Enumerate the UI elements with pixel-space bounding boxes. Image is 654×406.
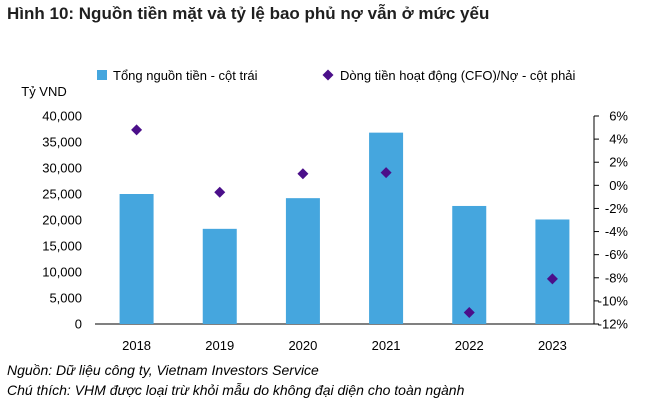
y-axis-label: Tỷ VND [21, 84, 67, 99]
legend-marker-swatch [322, 69, 334, 81]
x-tick-label: 2020 [288, 338, 317, 353]
y2-tick-label: -6% [605, 247, 629, 262]
y2-tick-label: 6% [609, 109, 628, 124]
bar-2022 [452, 205, 487, 324]
chart-title: Hình 10: Nguồn tiền mặt và tỷ lệ bao phủ… [7, 4, 490, 23]
y-tick-label: 35,000 [42, 135, 82, 150]
y-tick-label: 30,000 [42, 161, 82, 176]
marker-2021 [380, 167, 392, 179]
legend-bar-label: Tổng nguồn tiền - cột trái [113, 68, 258, 83]
tick-labels: 0 5,000 10,000 15,000 20,000 25,000 30,000 35,0… [42, 109, 628, 354]
markers [131, 124, 558, 318]
bar-2021 [369, 132, 404, 324]
axes [95, 115, 599, 325]
x-tick-label: 2019 [205, 338, 234, 353]
y2-tick-label: -10% [598, 293, 629, 308]
y2-tick-label: 0% [609, 178, 628, 193]
marker-2019 [214, 186, 226, 198]
bar-2020 [285, 198, 320, 324]
y2-tick-label: -4% [605, 224, 629, 239]
y-tick-label: 10,000 [42, 265, 82, 280]
x-tick-label: 2022 [455, 338, 484, 353]
x-tick-label: 2018 [122, 338, 151, 353]
y-tick-label: 20,000 [42, 213, 82, 228]
marker-2023 [546, 273, 558, 285]
x-tick-label: 2021 [372, 338, 401, 353]
source-note: Nguồn: Dữ liệu công ty, Vietnam Investor… [7, 362, 319, 378]
legend-marker-label: Dòng tiền hoạt động (CFO)/Nợ - cột phải [340, 68, 576, 83]
y2-tick-label: 2% [609, 155, 628, 170]
bar-2019 [202, 228, 237, 324]
y2-tick-label: 4% [609, 132, 628, 147]
remark-note: Chú thích: VHM được loại trừ khỏi mẫu do… [7, 382, 465, 398]
y-tick-label: 15,000 [42, 239, 82, 254]
bar-2023 [535, 219, 570, 324]
y-tick-label: 5,000 [49, 291, 82, 306]
y2-tick-label: -8% [605, 270, 629, 285]
marker-2022 [463, 306, 475, 318]
bar-2018 [119, 194, 154, 324]
y2-tick-label: -12% [598, 317, 629, 332]
y2-tick-label: -2% [605, 201, 629, 216]
marker-2020 [297, 168, 309, 180]
legend-bar-swatch [97, 70, 107, 80]
marker-2018 [131, 124, 143, 136]
y-tick-label: 0 [75, 317, 82, 332]
legend: Tổng nguồn tiền - cột trái Dòng tiền hoạ… [97, 68, 576, 83]
x-tick-label: 2023 [538, 338, 567, 353]
y-tick-label: 40,000 [42, 109, 82, 124]
bars [119, 132, 570, 324]
y-tick-label: 25,000 [42, 187, 82, 202]
